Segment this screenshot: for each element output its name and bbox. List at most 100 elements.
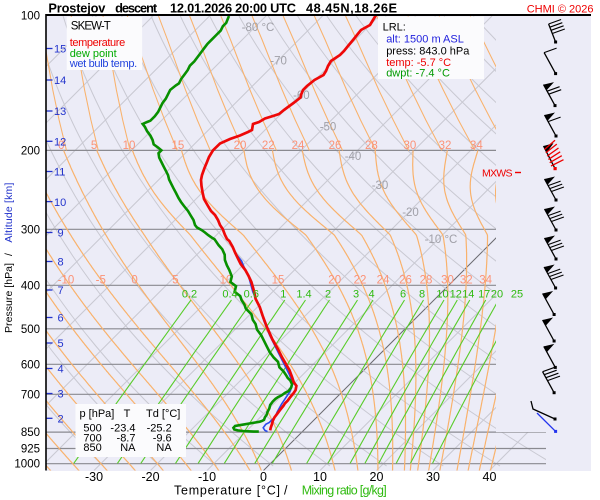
svg-text:5: 5 (58, 338, 64, 350)
svg-text:15: 15 (172, 140, 185, 152)
svg-text:20: 20 (328, 275, 341, 287)
svg-text:40: 40 (483, 470, 497, 484)
svg-text:28: 28 (365, 140, 378, 152)
svg-text:0.6: 0.6 (244, 289, 259, 301)
svg-text:Temperature [°C]: Temperature [°C] (174, 484, 280, 498)
svg-text:-20: -20 (141, 470, 159, 484)
svg-text:-10: -10 (58, 275, 75, 287)
svg-text:200: 200 (21, 145, 40, 157)
svg-text:22: 22 (354, 275, 367, 287)
svg-text:925: 925 (21, 444, 40, 456)
svg-text:2: 2 (58, 414, 64, 426)
svg-text:T: T (124, 408, 131, 420)
svg-text:28: 28 (420, 275, 433, 287)
svg-text:-50: -50 (320, 121, 337, 133)
svg-text:-30: -30 (85, 470, 103, 484)
svg-text:30: 30 (404, 140, 417, 152)
svg-text:500: 500 (21, 324, 40, 336)
svg-text:48.45N,18.26E: 48.45N,18.26E (306, 1, 397, 16)
svg-text:NA: NA (120, 442, 136, 454)
svg-text:14: 14 (462, 289, 474, 301)
svg-text:-70: -70 (270, 56, 287, 68)
svg-text:600: 600 (21, 359, 40, 371)
svg-text:15: 15 (54, 44, 66, 56)
svg-text:NA: NA (156, 442, 172, 454)
svg-text:11: 11 (54, 167, 65, 179)
svg-text:26: 26 (399, 275, 412, 287)
svg-text:30: 30 (441, 275, 454, 287)
svg-text:34: 34 (479, 275, 492, 287)
svg-text:descent: descent (115, 1, 158, 16)
svg-text:1000: 1000 (14, 459, 40, 471)
svg-text:850: 850 (21, 427, 40, 439)
svg-text:1: 1 (280, 289, 286, 301)
svg-text:0: 0 (58, 140, 64, 152)
svg-text:15: 15 (272, 275, 285, 287)
svg-text:700: 700 (21, 389, 40, 401)
svg-text:Altitude [km]: Altitude [km] (3, 183, 15, 243)
svg-text:32: 32 (460, 275, 473, 287)
svg-text:10: 10 (220, 275, 233, 287)
svg-text:5: 5 (172, 275, 178, 287)
svg-text:Td [°C]: Td [°C] (146, 408, 180, 420)
svg-text:-9.6: -9.6 (153, 433, 172, 445)
svg-text:-8.7: -8.7 (117, 433, 136, 445)
svg-text:20: 20 (234, 140, 247, 152)
svg-text:dwpt: -7.4 °C: dwpt: -7.4 °C (386, 67, 450, 79)
svg-text:20: 20 (491, 289, 503, 301)
svg-text:press: 843.0 hPa: press: 843.0 hPa (386, 45, 470, 57)
svg-text:p [hPa]: p [hPa] (80, 408, 115, 420)
svg-text:-23.4: -23.4 (110, 423, 135, 435)
svg-text:/: / (3, 253, 15, 256)
svg-text:-30: -30 (372, 180, 389, 192)
svg-text:24: 24 (377, 275, 390, 287)
svg-text:26: 26 (329, 140, 342, 152)
svg-text:temperature: temperature (70, 37, 126, 49)
svg-text:8: 8 (58, 257, 64, 269)
svg-text:4: 4 (58, 364, 64, 376)
svg-text:6: 6 (400, 289, 406, 301)
svg-text:4: 4 (368, 289, 374, 301)
svg-text:3: 3 (353, 289, 359, 301)
svg-text:32: 32 (439, 140, 452, 152)
svg-text:MXWS: MXWS (482, 167, 513, 179)
svg-text:alt: 1500 m ASL: alt: 1500 m ASL (386, 34, 464, 46)
svg-text:0: 0 (260, 470, 267, 484)
svg-text:10: 10 (436, 289, 448, 301)
svg-text:-20: -20 (402, 207, 419, 219)
svg-text:7: 7 (58, 285, 64, 297)
svg-text:5: 5 (91, 140, 97, 152)
svg-text:25: 25 (511, 289, 523, 301)
svg-text:6: 6 (58, 313, 64, 325)
svg-text:temp: -5.7 °C: temp: -5.7 °C (386, 57, 451, 69)
svg-text:13: 13 (54, 106, 66, 118)
svg-text:700: 700 (83, 433, 101, 445)
svg-text:LRL:: LRL: (383, 22, 406, 34)
svg-text:-10 °C: -10 °C (425, 234, 458, 246)
svg-text:14: 14 (54, 75, 66, 87)
svg-text:3: 3 (58, 389, 64, 401)
svg-text:/: / (284, 484, 288, 498)
svg-text:-5: -5 (96, 275, 106, 287)
svg-text:300: 300 (21, 224, 40, 236)
svg-text:dew point: dew point (70, 48, 117, 60)
svg-text:-80 °C: -80 °C (242, 22, 275, 34)
svg-text:8: 8 (419, 289, 425, 301)
svg-text:17: 17 (478, 289, 490, 301)
svg-text:22: 22 (262, 140, 275, 152)
svg-text:-40: -40 (345, 151, 362, 163)
svg-text:12: 12 (54, 137, 66, 149)
svg-text:10: 10 (123, 140, 136, 152)
svg-text:10: 10 (54, 197, 66, 209)
svg-text:30: 30 (426, 470, 440, 484)
svg-text:20: 20 (370, 470, 384, 484)
svg-text:-25.2: -25.2 (147, 423, 172, 435)
svg-text:-10: -10 (198, 470, 216, 484)
svg-text:wet bulb temp.: wet bulb temp. (69, 58, 138, 70)
svg-text:2: 2 (325, 289, 331, 301)
svg-text:Mixing ratio [g/kg]: Mixing ratio [g/kg] (302, 484, 387, 498)
svg-text:Pressure [hPa]: Pressure [hPa] (3, 263, 15, 333)
svg-text:100: 100 (21, 11, 40, 23)
svg-text:500: 500 (83, 423, 101, 435)
svg-text:12: 12 (450, 289, 462, 301)
